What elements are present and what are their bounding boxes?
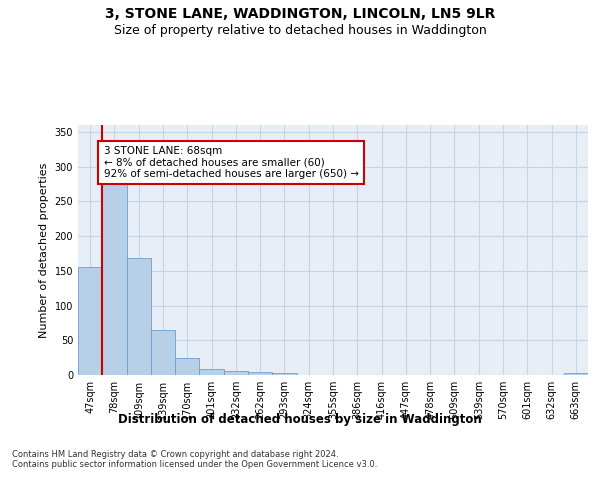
Bar [224, 371, 248, 375]
Text: 3, STONE LANE, WADDINGTON, LINCOLN, LN5 9LR: 3, STONE LANE, WADDINGTON, LINCOLN, LN5 … [105, 8, 495, 22]
Bar [564, 373, 588, 375]
Bar [151, 330, 175, 375]
Text: 3 STONE LANE: 68sqm
← 8% of detached houses are smaller (60)
92% of semi-detache: 3 STONE LANE: 68sqm ← 8% of detached hou… [104, 146, 359, 179]
Bar [199, 369, 224, 375]
Bar [102, 177, 127, 375]
Bar [127, 258, 151, 375]
Bar [248, 372, 272, 375]
Bar [272, 373, 296, 375]
Bar [175, 358, 199, 375]
Bar [78, 268, 102, 375]
Y-axis label: Number of detached properties: Number of detached properties [39, 162, 49, 338]
Text: Distribution of detached houses by size in Waddington: Distribution of detached houses by size … [118, 412, 482, 426]
Text: Size of property relative to detached houses in Waddington: Size of property relative to detached ho… [113, 24, 487, 37]
Text: Contains HM Land Registry data © Crown copyright and database right 2024.
Contai: Contains HM Land Registry data © Crown c… [12, 450, 377, 469]
